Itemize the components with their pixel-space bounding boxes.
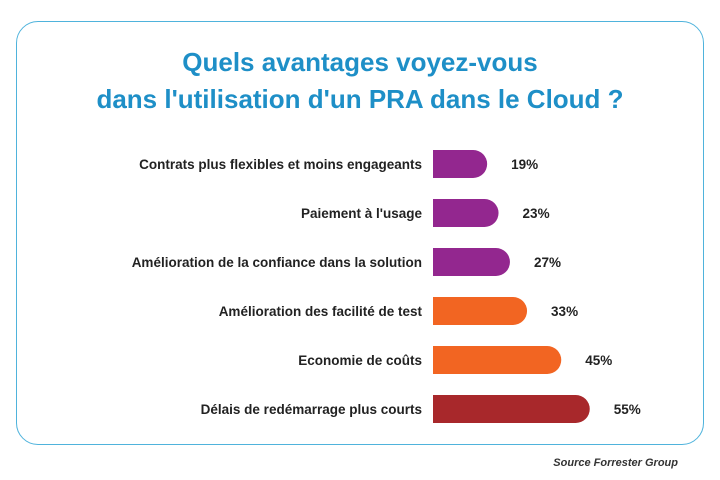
category-label: Délais de redémarrage plus courts [201,402,422,417]
bar [433,395,590,423]
bar [433,248,510,276]
value-label: 23% [523,206,550,221]
value-label: 19% [511,157,538,172]
category-label: Amélioration de la confiance dans la sol… [132,255,422,270]
value-label: 27% [534,255,561,270]
chart-title-line-2: dans l'utilisation d'un PRA dans le Clou… [96,84,624,114]
chart-title: Quels avantages voyez-vous dans l'utilis… [0,44,720,118]
bar [433,297,528,325]
bar [433,150,488,178]
category-label: Amélioration des facilité de test [219,304,423,319]
category-label: Paiement à l'usage [301,206,423,221]
category-label: Economie de coûts [298,353,422,368]
value-label: 33% [551,304,578,319]
source-note: Source Forrester Group [553,457,678,469]
chart-card [16,21,704,445]
bar [433,199,499,227]
category-label: Contrats plus flexibles et moins engagea… [139,157,422,172]
chart-title-line-1: Quels avantages voyez-vous [182,47,538,77]
value-label: 55% [614,402,641,417]
value-label: 45% [585,353,612,368]
bar [433,346,562,374]
